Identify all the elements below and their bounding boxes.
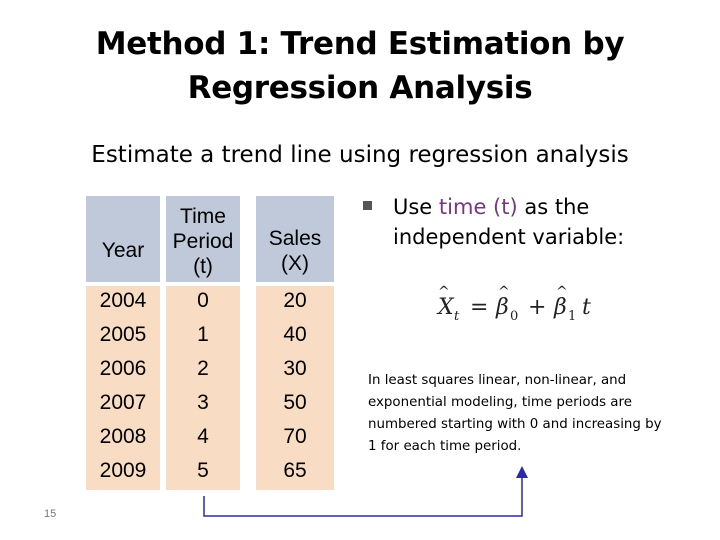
formula-b1: β bbox=[553, 295, 567, 320]
year-cell: 2006 bbox=[99, 357, 147, 380]
formula-b0: β bbox=[495, 295, 509, 320]
period-header-line2: Period bbox=[172, 230, 234, 253]
sales-body-bg bbox=[256, 286, 334, 490]
bullet-square-icon bbox=[363, 201, 372, 210]
period-cell: 0 bbox=[197, 289, 209, 312]
sales-header-line1: Sales bbox=[268, 227, 322, 250]
period-header-bg bbox=[166, 196, 240, 282]
sales-cell: 70 bbox=[283, 425, 307, 448]
sales-cell: 30 bbox=[283, 357, 307, 380]
formula-b1-hat-icon: ^ bbox=[556, 284, 568, 300]
period-cell: 4 bbox=[197, 425, 209, 448]
sales-cell: 50 bbox=[283, 391, 307, 414]
arrowhead-icon bbox=[516, 466, 528, 478]
formula-t: t bbox=[582, 295, 591, 320]
formula-x: X bbox=[436, 295, 455, 320]
connector-line bbox=[203, 476, 523, 517]
period-cell: 3 bbox=[197, 391, 209, 414]
sales-header-line2: (X) bbox=[281, 252, 309, 275]
title-line-1: Method 1: Trend Estimation by bbox=[95, 26, 625, 62]
period-column: Time Period (t) 0 1 2 3 4 5 bbox=[166, 196, 240, 490]
year-header: Year bbox=[101, 239, 145, 262]
page-number: 15 bbox=[44, 508, 57, 520]
sales-column: Sales (X) 20 40 30 50 70 65 bbox=[256, 196, 334, 490]
year-cell: 2005 bbox=[99, 323, 147, 346]
title-line-2: Regression Analysis bbox=[187, 70, 533, 106]
period-header-line1: Time bbox=[180, 205, 226, 228]
year-header-bg bbox=[86, 196, 160, 282]
year-body-bg bbox=[86, 286, 160, 490]
period-body-bg bbox=[166, 286, 240, 490]
sales-cell: 65 bbox=[283, 459, 307, 482]
sales-cell: 40 bbox=[283, 323, 307, 346]
sales-header-bg bbox=[256, 196, 334, 282]
year-cell: 2004 bbox=[99, 289, 147, 312]
period-cell: 5 bbox=[197, 459, 209, 482]
regression-formula: X ^ t = β ^ 0 + β ^ 1 t bbox=[436, 284, 591, 324]
year-cell: 2008 bbox=[99, 425, 147, 448]
year-column: Year 2004 2005 2006 2007 2008 2009 bbox=[86, 196, 160, 490]
formula-b1-sub: 1 bbox=[568, 309, 576, 324]
year-cell: 2009 bbox=[99, 459, 147, 482]
period-header-line3: (t) bbox=[193, 255, 213, 278]
bullet-prefix: Use bbox=[393, 195, 439, 219]
bullet-suffix: as the independent variable: bbox=[393, 195, 625, 249]
period-cell: 2 bbox=[197, 357, 209, 380]
formula-x-sub: t bbox=[454, 309, 460, 324]
formula-b0-hat-icon: ^ bbox=[498, 284, 510, 300]
formula-plus: + bbox=[528, 295, 546, 320]
sales-cell: 20 bbox=[283, 289, 307, 312]
bullet-text: Use time (t) as the independent variable… bbox=[393, 192, 713, 252]
formula-b0-sub: 0 bbox=[510, 309, 518, 324]
slide-title: Method 1: Trend Estimation by Regression… bbox=[40, 22, 680, 110]
formula-equals: = bbox=[470, 295, 488, 320]
period-cell: 1 bbox=[197, 323, 209, 346]
bullet-highlight: time (t) bbox=[438, 195, 518, 219]
year-cell: 2007 bbox=[99, 391, 147, 414]
formula-x-hat-icon: ^ bbox=[438, 284, 450, 300]
slide-subtitle: Estimate a trend line using regression a… bbox=[91, 142, 629, 168]
explanatory-note: In least squares linear, non-linear, and… bbox=[368, 373, 662, 454]
